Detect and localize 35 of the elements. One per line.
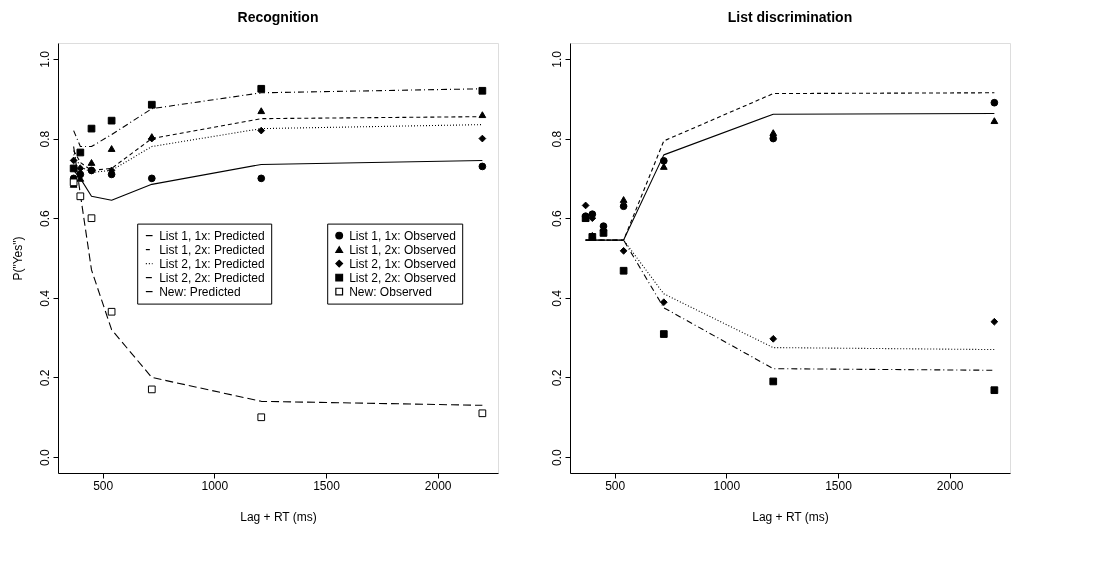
legend-label: New: Predicted — [159, 284, 241, 299]
x-tick-label: 500 — [605, 478, 626, 493]
legend-label: List 2, 2x: Observed — [349, 270, 456, 285]
x-tick-label: 1000 — [713, 478, 741, 493]
legend-label: List 1, 2x: Predicted — [159, 242, 265, 257]
y-tick-label: 0.8 — [549, 130, 564, 148]
legend-label: List 1, 1x: Observed — [349, 228, 456, 243]
legend-label: List 1, 2x: Observed — [349, 242, 456, 257]
legend-label: New: Observed — [349, 284, 432, 299]
x-tick-label: 2000 — [936, 478, 964, 493]
chart-title: Recognition — [237, 9, 319, 25]
legend-label: List 2, 1x: Observed — [349, 256, 456, 271]
y-axis-title: P("Yes") — [10, 236, 25, 281]
x-tick-label: 1000 — [201, 478, 229, 493]
x-axis-title: Lag + RT (ms) — [240, 509, 317, 524]
legend-label: List 1, 1x: Predicted — [159, 228, 265, 243]
y-tick-label: 1.0 — [37, 50, 52, 68]
y-tick-label: 0.2 — [37, 369, 52, 387]
y-tick-label: 0.6 — [37, 210, 52, 228]
x-axis-title: Lag + RT (ms) — [752, 509, 829, 524]
y-tick-label: 0.4 — [37, 289, 52, 307]
y-tick-label: 0.2 — [549, 369, 564, 387]
y-tick-label: 0.0 — [37, 448, 52, 466]
y-tick-label: 0.4 — [549, 289, 564, 307]
y-tick-label: 0.6 — [549, 210, 564, 228]
legend-label: List 2, 1x: Predicted — [159, 256, 265, 271]
x-tick-label: 1500 — [313, 478, 341, 493]
x-tick-label: 500 — [93, 478, 114, 493]
y-tick-label: 0.0 — [549, 448, 564, 466]
x-tick-label: 2000 — [424, 478, 452, 493]
y-tick-label: 1.0 — [549, 50, 564, 68]
x-tick-label: 1500 — [825, 478, 853, 493]
legend-label: List 2, 2x: Predicted — [159, 270, 265, 285]
chart-title: List discrimination — [727, 9, 853, 25]
y-tick-label: 0.8 — [37, 130, 52, 148]
